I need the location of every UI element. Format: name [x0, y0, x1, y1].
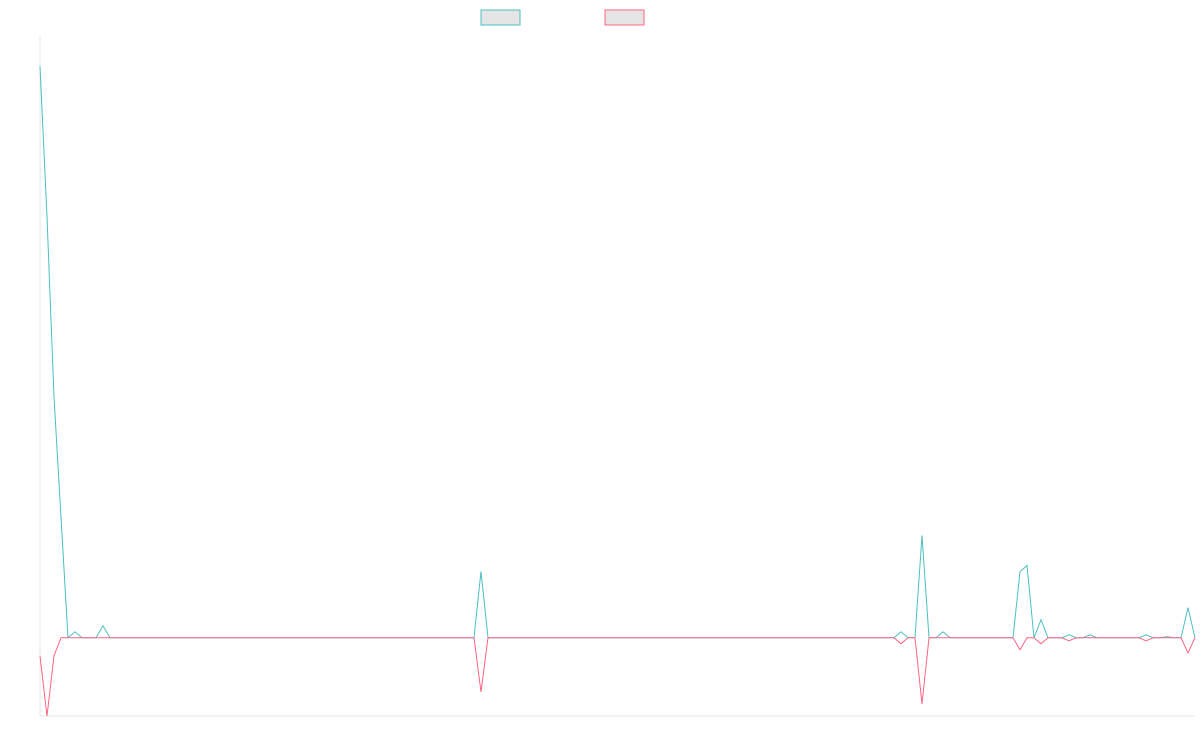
legend[interactable]	[480, 9, 645, 26]
series-line-2	[39, 637, 1196, 717]
series-line-1	[39, 66, 1196, 639]
legend-swatch-2[interactable]	[604, 9, 645, 26]
legend-swatch-1[interactable]	[480, 9, 521, 26]
series-lines	[39, 66, 1196, 717]
axes	[39, 36, 1195, 717]
